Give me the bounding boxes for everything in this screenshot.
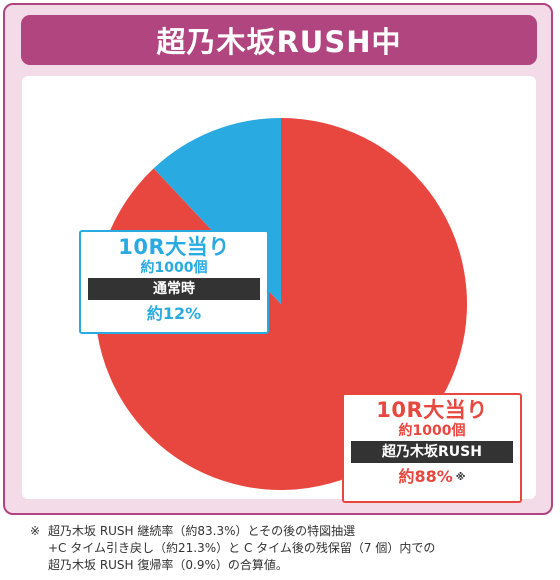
slice-label-count: 約1000個: [398, 423, 466, 439]
slice-label-percent: 約88%: [398, 467, 453, 486]
footnote-row: ※ 超乃木坂 RUSH 継続率（約83.3%）とその後の特図抽選: [30, 523, 552, 540]
note-mark: ※: [455, 471, 466, 483]
footnote-line: 超乃木坂 RUSH 復帰率（0.9%）の合算値。: [48, 558, 288, 572]
footnote-line: +C タイム引き戻し（約21.3%）と C タイム後の残保留（7 個）内での: [48, 541, 436, 555]
slice-label-percent: 約12%: [146, 304, 202, 323]
slice-label-title: 10R大当り: [376, 398, 488, 422]
slice-label-rush: 10R大当り 約1000個 超乃木坂RUSH 約88% ※: [342, 393, 522, 503]
slice-label-count: 約1000個: [140, 260, 208, 276]
footnote-mark: ※: [30, 524, 41, 538]
footnote-row: 超乃木坂 RUSH 復帰率（0.9%）の合算値。: [30, 557, 552, 574]
slice-label-title: 10R大当り: [118, 235, 230, 259]
slice-label-status: 超乃木坂RUSH: [351, 441, 513, 463]
slice-label-status: 通常時: [88, 278, 260, 300]
footnote-line: 超乃木坂 RUSH 継続率（約83.3%）とその後の特図抽選: [48, 524, 356, 538]
footnote-row: +C タイム引き戻し（約21.3%）と C タイム後の残保留（7 個）内での: [30, 540, 552, 557]
slice-label-percent-row: 約88% ※: [344, 467, 520, 488]
slice-label-normal: 10R大当り 約1000個 通常時 約12%: [79, 230, 269, 334]
chart-panel: 10R大当り 約1000個 通常時 約12% 10R大当り 約1000個 超乃木…: [22, 76, 536, 503]
footnote: ※ 超乃木坂 RUSH 継続率（約83.3%）とその後の特図抽選 +C タイム引…: [30, 523, 552, 574]
chart-title: 超乃木坂RUSH中: [21, 15, 537, 65]
